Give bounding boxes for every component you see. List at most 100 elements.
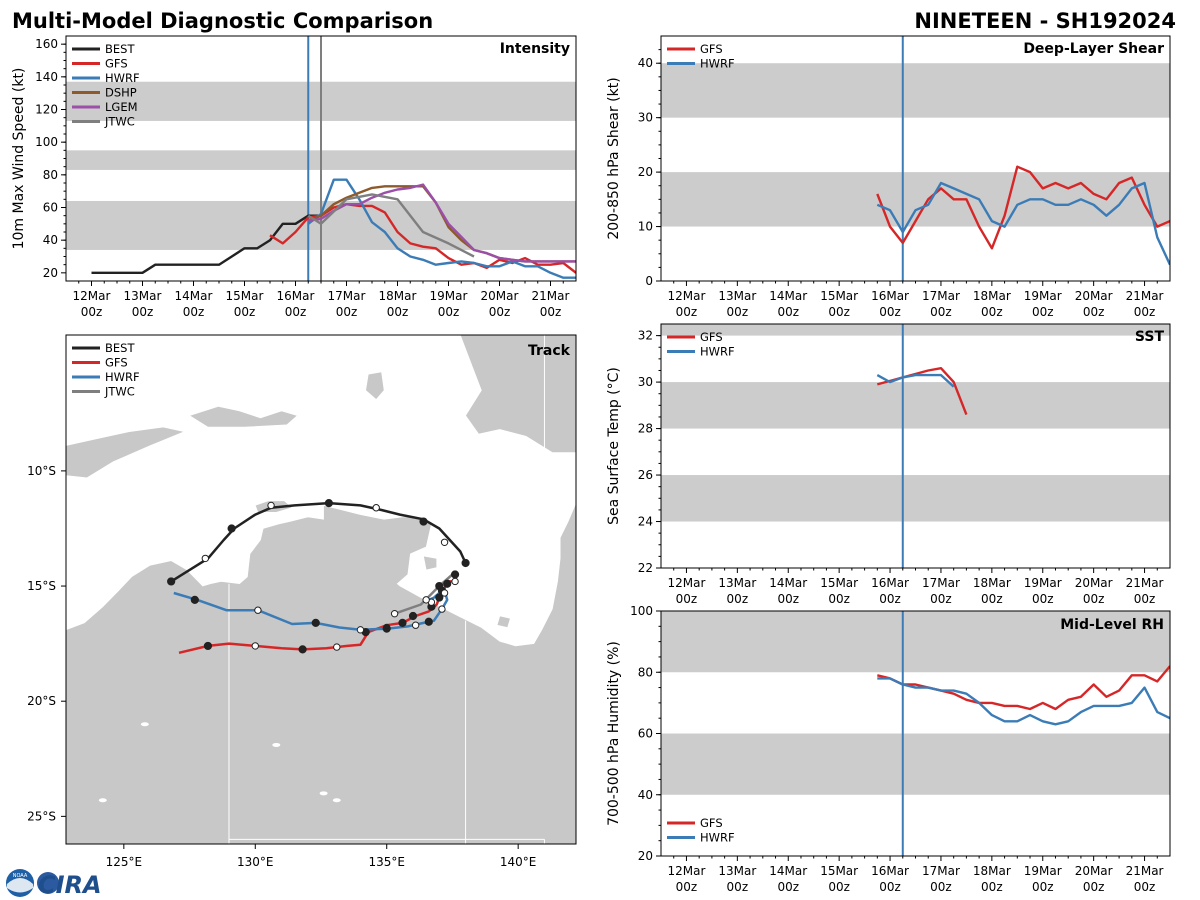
banda-islands	[188, 406, 298, 428]
track-point-gfs	[298, 645, 307, 654]
track-point-hwrf	[190, 595, 199, 604]
y-tick-label: 100	[630, 604, 653, 618]
panel-title: Track	[528, 343, 571, 359]
x-tick-label-date: 20Mar	[1075, 864, 1113, 878]
x-tick-label-time: 00z	[828, 880, 850, 894]
x-tick-label-date: 20Mar	[1075, 289, 1113, 303]
x-tick-label-time: 00z	[438, 305, 460, 319]
series-line-jtwc	[307, 193, 475, 258]
x-tick-label-time: 00z	[132, 305, 154, 319]
track-panel: 125°E 130°E 135°E 140°E 10°S 15°S 20°S 25°S Trac…	[27, 334, 577, 869]
x-tick-label-time: 00z	[676, 592, 698, 606]
track-point-best	[227, 524, 236, 533]
x-tick-label-time: 00z	[828, 592, 850, 606]
y-axis-label: Sea Surface Temp (°C)	[606, 367, 622, 525]
lat-tick-label: 25°S	[27, 809, 56, 823]
x-tick-label-time: 00z	[81, 305, 103, 319]
x-tick-label-date: 15Mar	[820, 289, 858, 303]
plot-area	[661, 611, 1170, 856]
x-tick-label-time: 00z	[879, 880, 901, 894]
axes-frame	[660, 323, 1171, 569]
lat-tick-label: 20°S	[27, 694, 56, 708]
plot-area	[661, 36, 1170, 281]
x-tick-label-time: 00z	[727, 305, 749, 319]
x-tick-label-date: 21Mar	[1126, 576, 1164, 590]
x-tick-label-time: 00z	[1083, 880, 1105, 894]
sst-panel: 22 24 26 28 30 32 12Mar 00z 13Mar 00z 14Mar 00z 15Ma…	[606, 323, 1171, 606]
x-tick-label-time: 00z	[1032, 305, 1054, 319]
lat-tick-label: 10°S	[27, 464, 56, 478]
y-axis-label: 200-850 hPa Shear (kt)	[606, 77, 622, 239]
x-tick-label-time: 00z	[930, 592, 952, 606]
y-tick-label: 30	[638, 111, 653, 125]
x-tick-label-date: 15Mar	[820, 864, 858, 878]
cira-logo-text: CIRA	[38, 871, 102, 899]
y-tick-label: 32	[638, 329, 653, 343]
y-tick-label: 26	[638, 468, 653, 482]
x-tick-label-date: 18Mar	[973, 576, 1011, 590]
threshold-band	[661, 63, 1170, 118]
x-tick-label-time: 00z	[981, 305, 1003, 319]
y-tick-label: 60	[43, 201, 58, 215]
x-tick-label-time: 00z	[828, 305, 850, 319]
x-tick-label-time: 00z	[777, 880, 799, 894]
track-point-jtwc	[451, 577, 459, 586]
legend-label-dshp: DSHP	[105, 86, 137, 100]
track-point-gfs	[251, 642, 259, 650]
panel-title: SST	[1135, 329, 1165, 345]
y-tick-label: 20	[638, 165, 653, 179]
x-tick-label-date: 21Mar	[532, 289, 570, 303]
x-tick-label-time: 00z	[879, 305, 901, 319]
track-point-best	[267, 501, 275, 510]
y-tick-label: 40	[638, 788, 653, 802]
x-tick-label-time: 00z	[879, 592, 901, 606]
track-point-jtwc	[390, 609, 399, 618]
legend-label-best: BEST	[105, 341, 135, 355]
x-tick-label-date: 13Mar	[124, 289, 162, 303]
x-tick-label-time: 00z	[981, 880, 1003, 894]
x-tick-label-time: 00z	[981, 592, 1003, 606]
track-point-jtwc	[422, 596, 430, 604]
x-tick-label-date: 21Mar	[1126, 864, 1164, 878]
x-tick-label-time: 00z	[387, 305, 409, 319]
x-tick-label-date: 14Mar	[769, 576, 807, 590]
x-tick-label-time: 00z	[1032, 592, 1054, 606]
track-point-hwrf	[411, 621, 420, 629]
legend-label-gfs: GFS	[700, 330, 723, 344]
x-tick-label-date: 19Mar	[1024, 864, 1062, 878]
y-tick-label: 140	[35, 70, 58, 84]
x-tick-label-date: 17Mar	[922, 576, 960, 590]
series-line-hwrf	[307, 178, 576, 279]
track-point-gfs	[435, 593, 444, 602]
new-guinea-landmass	[459, 335, 576, 453]
x-tick-label-date: 21Mar	[1126, 289, 1164, 303]
track-point-best	[201, 554, 210, 563]
map-frame	[65, 334, 577, 845]
x-tick-label-date: 12Mar	[667, 576, 705, 590]
legend-label-best: BEST	[105, 42, 135, 56]
track-point-hwrf	[254, 606, 262, 614]
track-point-best	[419, 517, 428, 526]
y-tick-label: 60	[638, 727, 653, 741]
x-tick-label-time: 00z	[336, 305, 358, 319]
salt-lake	[272, 742, 281, 747]
lon-tick-label: 125°E	[106, 855, 143, 869]
lon-tick-label: 130°E	[237, 855, 274, 869]
legend-label-hwrf: HWRF	[700, 831, 735, 845]
series-line-gfs	[876, 165, 1170, 250]
salt-lake	[319, 791, 328, 796]
track-point-hwrf	[311, 618, 320, 627]
cira-logo: NOAA CIRA	[6, 869, 102, 899]
track-point-hwrf	[356, 626, 365, 634]
noaa-seal-text: NOAA	[13, 873, 28, 879]
x-tick-label-date: 12Mar	[73, 289, 111, 303]
legend-label-jtwc: JTWC	[104, 385, 135, 399]
x-tick-label-date: 16Mar	[277, 289, 315, 303]
track-point-hwrf	[438, 605, 446, 613]
x-tick-label-time: 00z	[777, 305, 799, 319]
x-tick-label-date: 17Mar	[922, 289, 960, 303]
legend-label-hwrf: HWRF	[700, 57, 735, 71]
y-axis-label: 700-500 hPa Humidity (%)	[606, 641, 622, 826]
x-tick-label-date: 13Mar	[718, 864, 756, 878]
track-point-best	[167, 577, 176, 586]
